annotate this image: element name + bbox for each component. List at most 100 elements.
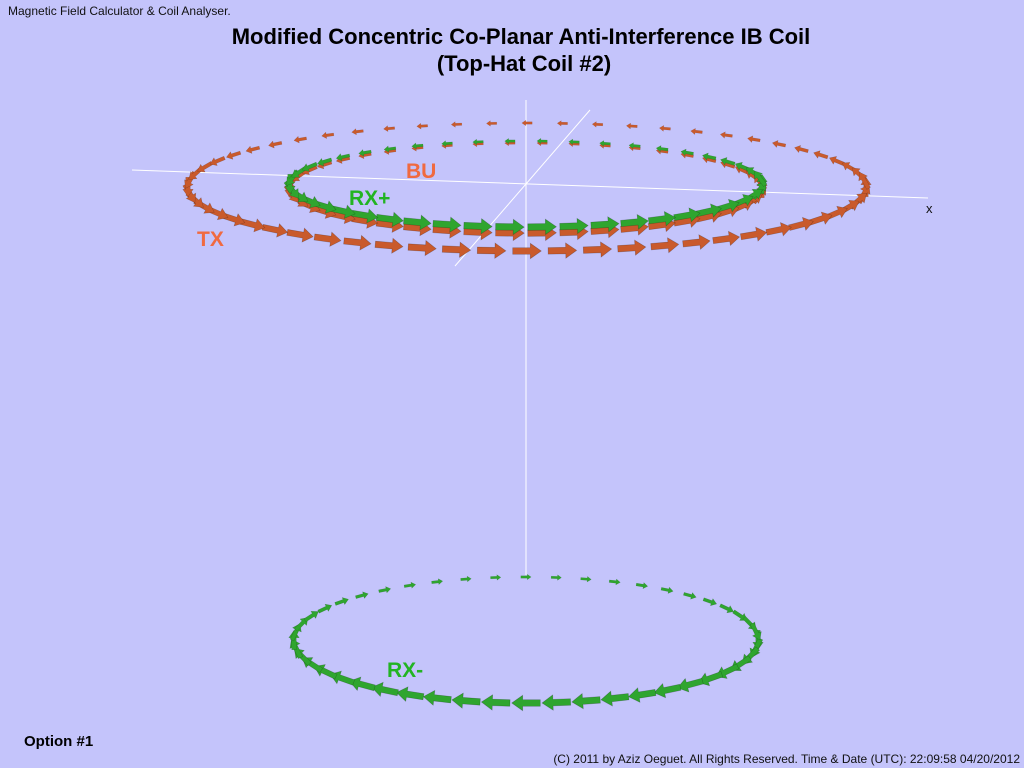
current-arrow [209, 155, 226, 166]
current-arrow [858, 171, 871, 190]
current-arrow [395, 686, 425, 703]
current-arrow [676, 677, 704, 693]
current-arrow [460, 575, 472, 583]
current-arrow [739, 226, 768, 242]
current-arrow [374, 237, 404, 254]
current-arrow [720, 157, 736, 166]
current-arrow [407, 239, 437, 257]
current-arrow [559, 217, 589, 235]
current-arrow [754, 170, 768, 187]
title: Modified Concentric Co-Planar Anti-Inter… [232, 24, 811, 49]
current-arrow [463, 217, 493, 235]
current-arrow [343, 234, 372, 251]
coil-label: TX [197, 228, 224, 251]
current-arrow [788, 216, 814, 231]
current-arrow [568, 138, 580, 145]
current-arrow [772, 140, 787, 148]
current-arrow [702, 152, 717, 161]
current-arrow [720, 131, 733, 139]
x-axis [131, 169, 929, 199]
current-arrow [550, 574, 562, 581]
current-arrow [655, 145, 669, 153]
current-arrow [536, 138, 548, 145]
coil-label: BU [406, 160, 436, 183]
current-arrow [383, 125, 395, 132]
rx-minus-coil [288, 573, 764, 712]
current-arrow [580, 576, 592, 583]
current-arrow [541, 694, 572, 711]
current-arrow [719, 603, 734, 614]
current-arrow [714, 198, 740, 213]
current-arrow [313, 231, 342, 247]
current-arrow [650, 237, 680, 254]
current-arrow [301, 161, 318, 172]
current-arrow [690, 128, 703, 135]
current-arrow [556, 120, 568, 127]
current-arrow [375, 211, 404, 228]
axis-label: x [926, 201, 933, 216]
current-arrow [355, 591, 369, 599]
current-arrow [732, 609, 748, 621]
current-arrow [808, 211, 833, 226]
current-arrow [765, 221, 792, 237]
app-title: Magnetic Field Calculator & Coil Analyse… [8, 4, 231, 18]
current-arrow [351, 128, 364, 136]
current-arrow [411, 142, 424, 150]
current-arrow [293, 135, 307, 144]
current-arrow [422, 689, 452, 706]
current-arrow [582, 241, 613, 258]
current-arrow [794, 145, 809, 153]
current-arrow [547, 242, 578, 259]
current-arrow [702, 597, 717, 606]
current-arrow [286, 227, 314, 243]
current-arrow [697, 671, 724, 687]
current-arrow [351, 208, 379, 224]
current-arrow [239, 218, 266, 233]
current-arrow [450, 121, 463, 128]
current-arrow [527, 218, 557, 236]
option-label: Option #1 [24, 733, 93, 750]
current-arrow [653, 682, 682, 699]
current-arrow [571, 692, 601, 710]
rx-plus-coil [283, 138, 768, 236]
tx-coil [182, 119, 872, 260]
current-arrow [680, 148, 694, 157]
current-arrow [626, 122, 638, 130]
current-arrow [317, 603, 333, 614]
current-arrow [673, 207, 701, 223]
current-arrow [512, 242, 542, 260]
current-arrow [712, 230, 741, 247]
current-arrow [600, 690, 630, 707]
current-arrow [660, 586, 674, 594]
coils [182, 119, 872, 712]
current-arrow [647, 210, 677, 227]
current-arrow [695, 203, 722, 218]
current-arrow [303, 611, 319, 623]
current-arrow [431, 578, 443, 585]
current-arrow [829, 156, 845, 167]
current-arrow [378, 586, 392, 594]
current-arrow [617, 239, 647, 256]
current-arrow [749, 622, 762, 641]
current-arrow [590, 216, 620, 233]
current-arrow [620, 213, 649, 230]
current-arrow [268, 140, 283, 149]
current-arrow [335, 153, 351, 162]
current-arrow [245, 145, 261, 154]
current-arrow [511, 694, 541, 712]
current-arrow [321, 131, 335, 139]
current-arrow [261, 223, 289, 238]
current-arrow [480, 694, 511, 711]
coil-label: RX+ [349, 187, 390, 210]
current-arrow [432, 216, 462, 233]
current-arrow [683, 592, 697, 600]
current-arrow [197, 161, 214, 173]
current-arrow [813, 150, 829, 160]
current-arrow [403, 581, 417, 589]
axes [131, 100, 929, 575]
current-arrow [441, 241, 472, 258]
current-arrow [486, 120, 497, 127]
current-arrow [220, 212, 246, 227]
